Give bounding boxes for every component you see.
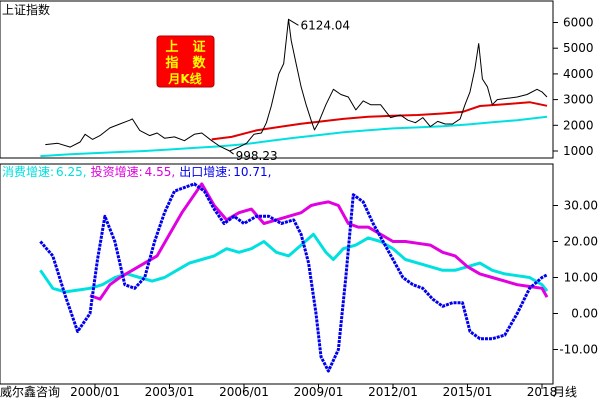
top-ytick-label: 2000 [563,118,594,132]
legend-investment-label: 投资增速: [91,164,143,179]
footer-source: 威尔鑫咨询 [0,384,60,399]
legend-consumption-label: 消费增速: [2,165,54,179]
bottom-ytick-label: 30.00 [564,199,598,213]
bottom-ytick-label: 20.00 [564,235,598,249]
badge-char-2: 证 [192,40,205,55]
investment-growth-line [89,182,549,301]
peak-annotation-leader [288,18,299,26]
xtick-label: 2018 [527,385,558,399]
badge-background [156,35,215,88]
export-growth-line [39,182,548,373]
top-chart-title: 上证指数 [2,2,50,17]
low-annotation-label: 998.23 [236,149,278,163]
index-ma-cyan-line [40,115,548,158]
badge-char-3: 指 [165,55,178,71]
bottom-ytick-label: 10.00 [564,271,598,285]
bottom-panel-frame [0,163,554,385]
xtick-label: 2009/01 [294,385,344,399]
xtick-label: 2003/01 [145,385,195,399]
xtick-label: 2006/01 [219,385,269,399]
badge-char-4: 数 [192,55,206,71]
xtick-label: 2012/01 [368,385,418,399]
bottom-ytick-label: 0.00 [571,307,598,321]
legend-investment-value: 4.55, [145,165,176,179]
top-ytick-label: 3000 [563,93,594,107]
legend-export-value: 10.71, [233,165,271,179]
badge-char-1: 上 [165,40,178,55]
legend-export-label: 出口增速: [179,165,231,179]
footer-period: 月线 [553,385,577,399]
top-ytick-label: 4000 [563,67,594,81]
index-badge: 上 证 指 数 月K线 [156,35,215,88]
xtick-label: 2000/01 [70,385,120,399]
low-annotation-leader [229,150,234,155]
index-ma-red-line [211,101,548,141]
legend-line: 消费增速: 6.25, 投资增速: 4.55, 出口增速: 10.71, [2,164,271,179]
badge-char-5: 月K线 [167,71,201,86]
legend-consumption-value: 6.25, [56,165,87,179]
bottom-ytick-label: -10.00 [559,343,598,357]
peak-annotation-label: 6124.04 [300,18,350,32]
top-panel-frame [0,0,554,159]
top-ytick-label: 5000 [563,41,594,55]
xtick-label: 2015/01 [443,385,493,399]
top-ytick-label: 6000 [563,16,594,30]
index-price-line [45,18,548,152]
consumption-growth-line [39,232,549,294]
top-ytick-label: 1000 [563,144,594,158]
